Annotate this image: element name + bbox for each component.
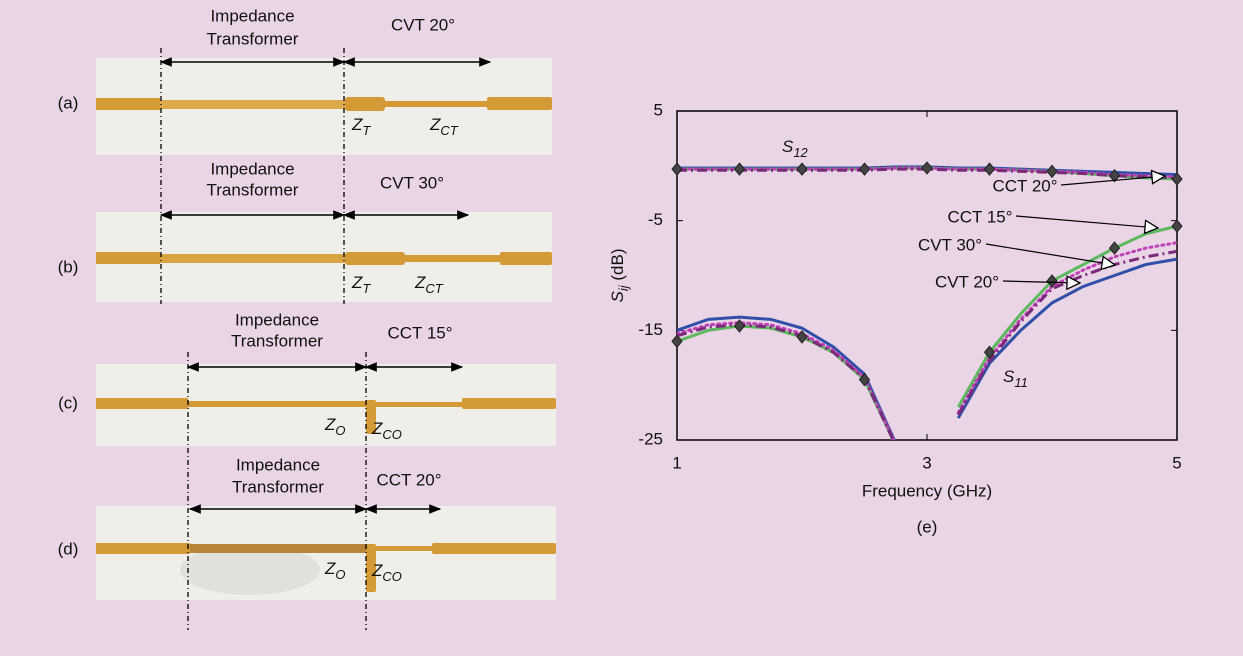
- data-marker: [672, 163, 682, 175]
- plot-area: [677, 167, 1177, 446]
- chart-frame: [677, 111, 1177, 440]
- section-label: Impedance: [210, 159, 294, 178]
- subscript: 11: [1014, 375, 1027, 390]
- symbol: S: [782, 137, 794, 156]
- section-label: CCT 15°: [387, 323, 452, 342]
- symbol: Z: [371, 561, 383, 580]
- panel-label: (b): [58, 257, 79, 276]
- data-marker: [922, 162, 932, 174]
- section-label: Transformer: [207, 180, 299, 199]
- section-label: Impedance: [235, 310, 319, 329]
- section-label: Impedance: [236, 455, 320, 474]
- unit: (dB): [608, 249, 627, 286]
- y-tick-label: 5: [654, 100, 663, 119]
- symbol: Z: [429, 115, 441, 134]
- symbol: Z: [324, 559, 336, 578]
- symbol: S: [1003, 367, 1015, 386]
- y-axis-label: Sij (dB): [608, 249, 631, 303]
- series-name: CVT 30°: [918, 235, 982, 254]
- symbol: Z: [414, 273, 426, 292]
- series-name: CCT 20°: [992, 176, 1057, 195]
- subscript: T: [362, 281, 371, 296]
- symbol: Z: [351, 115, 363, 134]
- subscript: CO: [382, 569, 401, 584]
- panel-label: (c): [58, 393, 78, 412]
- panel-label: (a): [58, 93, 79, 112]
- series-line: [677, 226, 1177, 445]
- data-marker: [735, 163, 745, 175]
- caption: (e): [917, 517, 938, 536]
- data-marker: [985, 163, 995, 175]
- data-marker: [797, 163, 807, 175]
- y-tick-label: -25: [638, 429, 663, 448]
- x-tick-label: 5: [1172, 453, 1181, 472]
- annotation: S11: [1003, 367, 1028, 390]
- data-marker: [1110, 242, 1120, 254]
- series-name: CCT 15°: [947, 207, 1012, 226]
- section-label: CVT 20°: [391, 15, 455, 34]
- y-tick-label: -15: [638, 320, 663, 339]
- y-tick-label: -5: [648, 210, 663, 229]
- data-marker: [672, 335, 682, 347]
- subscript: O: [335, 567, 345, 582]
- x-axis-label: Frequency (GHz): [862, 481, 992, 500]
- symbol: S: [608, 290, 627, 302]
- panel-label: (d): [58, 539, 79, 558]
- data-marker: [1172, 220, 1182, 232]
- section-label: Impedance: [210, 6, 294, 25]
- symbol: Z: [351, 273, 363, 292]
- data-marker: [797, 331, 807, 343]
- subscript: 12: [793, 145, 808, 160]
- subscript: CO: [382, 427, 401, 442]
- series-line: [677, 259, 1177, 443]
- subscript: CT: [425, 281, 443, 296]
- section-label: CCT 20°: [376, 470, 441, 489]
- section-label: Transformer: [231, 331, 323, 350]
- series-line: [677, 243, 1177, 445]
- callout-arrow: [986, 244, 1115, 265]
- callout-arrow: [1016, 216, 1158, 228]
- data-marker: [860, 163, 870, 175]
- figure: (a)ImpedanceTransformerCVT 20°ZTZCT(b)Im…: [0, 0, 1243, 656]
- x-tick-label: 3: [922, 453, 931, 472]
- symbol: Z: [324, 415, 336, 434]
- section-label: CVT 30°: [380, 173, 444, 192]
- symbol: Z: [371, 419, 383, 438]
- subscript: O: [335, 423, 345, 438]
- annotation: S12: [782, 137, 809, 160]
- series-name: CVT 20°: [935, 272, 999, 291]
- x-tick-label: 1: [672, 453, 681, 472]
- section-label: Transformer: [232, 477, 324, 496]
- subscript: T: [362, 123, 371, 138]
- photos: [96, 58, 556, 600]
- subscript: CT: [440, 123, 458, 138]
- section-label: Transformer: [207, 29, 299, 48]
